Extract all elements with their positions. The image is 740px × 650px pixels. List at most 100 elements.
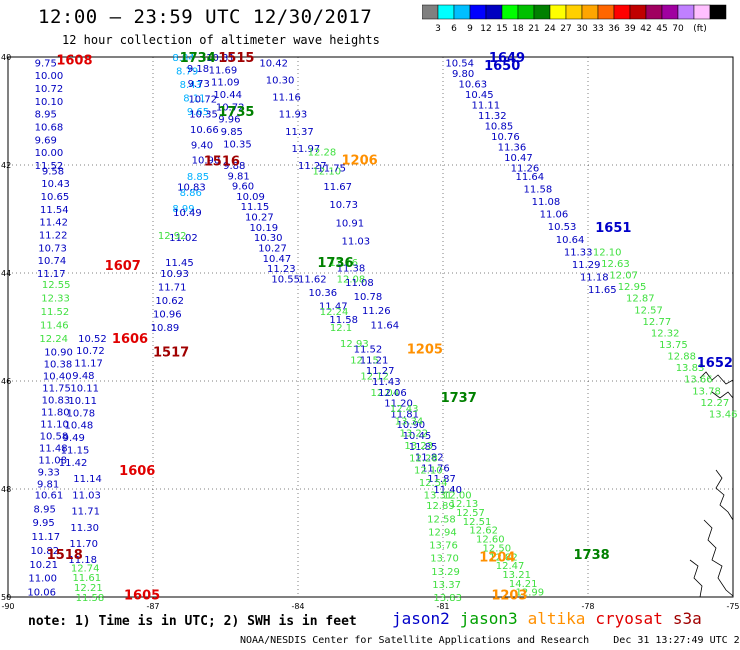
- colorbar-label: 33: [592, 24, 603, 34]
- wave-height-value: 10.89: [151, 323, 180, 334]
- wave-height-value: 10.53: [548, 222, 577, 233]
- wave-height-value: 10.42: [259, 58, 288, 69]
- wave-height-value: 12.10: [313, 166, 342, 177]
- wave-height-value: 13.46: [709, 409, 738, 420]
- wave-height-value: 12.47: [496, 561, 525, 572]
- wave-height-value: 12.10: [593, 247, 622, 258]
- wave-height-value: 11.71: [158, 283, 187, 294]
- wave-height-value: 12.21: [74, 583, 103, 594]
- wave-height-value: 10.74: [38, 256, 67, 267]
- wave-height-value: 11.85: [409, 442, 438, 453]
- wave-height-value: 11.06: [540, 210, 569, 221]
- wave-height-value: 11.58: [329, 315, 358, 326]
- pass-time-label: 1649: [489, 51, 525, 66]
- wave-height-value: 10.83: [177, 183, 206, 194]
- wave-height-value: 13.75: [659, 340, 688, 351]
- wave-height-value: 9.75: [35, 58, 57, 69]
- wave-height-value: 11.18: [580, 273, 609, 284]
- wave-height-value: 12.50: [483, 543, 512, 554]
- wave-height-value: 11.46: [40, 320, 69, 331]
- pass-time-label: 1608: [56, 54, 92, 69]
- map-title: 12:00 – 23:59 UTC 12/30/2017: [38, 6, 373, 28]
- wave-height-value: 11.02: [169, 233, 198, 244]
- wave-height-value: 10.30: [266, 76, 295, 87]
- wave-height-value: 10.76: [491, 132, 520, 143]
- wave-height-value: 12.28: [409, 453, 438, 464]
- wave-height-value: 11.30: [70, 523, 99, 534]
- wave-height-value: 13.29: [431, 567, 460, 578]
- wave-height-value: 10.68: [35, 123, 64, 134]
- wave-height-value: 12.51: [463, 517, 492, 528]
- wave-height-value: 9.58: [42, 166, 64, 177]
- wave-height-value: 11.76: [421, 463, 450, 474]
- wave-height-value: 11.87: [427, 474, 456, 485]
- wave-height-value: 10.93: [160, 269, 189, 280]
- colorbar-label: 27: [560, 24, 571, 34]
- map-subtitle: 12 hour collection of altimeter wave hei…: [62, 33, 380, 47]
- wave-height-value: 10.45: [403, 431, 432, 442]
- wave-height-value: 10.55: [271, 274, 300, 285]
- wave-height-value: 10.83: [42, 395, 71, 406]
- pass-time-label: 1204: [479, 551, 515, 566]
- wave-height-value: 10.00: [35, 148, 64, 159]
- wave-height-value: 10.78: [354, 292, 383, 303]
- wave-height-value: 11.08: [345, 278, 374, 289]
- colorbar-label: 18: [512, 24, 524, 34]
- wave-height-value: 11.62: [298, 274, 327, 285]
- wave-height-value: 10.73: [329, 200, 358, 211]
- wave-height-value: 10.36: [308, 288, 337, 299]
- colorbar-label: 39: [624, 24, 636, 34]
- colorbar-label: 6: [451, 24, 457, 34]
- wave-height-value: 12.88: [667, 352, 696, 363]
- wave-height-value: 12.08: [337, 274, 366, 285]
- wave-height-value: 11.81: [390, 409, 419, 420]
- wave-height-value: 10.30: [254, 233, 283, 244]
- lon-label: -78: [581, 602, 594, 611]
- wave-height-value: 10.38: [44, 359, 73, 370]
- wave-height-value: 12.24: [320, 307, 349, 318]
- pass-time-label: 1515: [218, 51, 254, 66]
- wave-height-value: 10.65: [41, 192, 70, 203]
- wave-height-value: 11.97: [292, 144, 321, 155]
- wave-height-value: 11.17: [74, 359, 103, 370]
- wave-height-value: 14.21: [509, 579, 538, 590]
- pass-time-label: 1203: [491, 588, 527, 603]
- wave-height-value: 10.72: [188, 94, 217, 105]
- wave-height-value: 9.49: [63, 433, 85, 444]
- wave-height-value: 13.34: [395, 416, 424, 427]
- pass-time-label: 1606: [119, 464, 155, 479]
- wave-height-value: 11.08: [38, 456, 67, 467]
- wave-height-value: 9.69: [35, 135, 57, 146]
- wave-height-value: 11.16: [272, 93, 301, 104]
- gridlines: [8, 57, 733, 597]
- wave-height-value: 11.23: [267, 264, 296, 275]
- wave-height-value: 12.43: [390, 404, 419, 415]
- wave-height-value: 9.60: [232, 182, 254, 193]
- wave-height-value: 10.73: [38, 243, 67, 254]
- wave-height-value: 13.76: [429, 541, 458, 552]
- pass-time-label: 1650: [484, 59, 520, 74]
- wave-height-value: 13.78: [692, 386, 721, 397]
- colorbar-label: 21: [528, 24, 539, 34]
- wave-height-value: 10.63: [458, 79, 487, 90]
- wave-height-value: 10.72: [35, 84, 64, 95]
- wave-height-value: 10.00: [35, 71, 64, 82]
- wave-height-value: 9.96: [218, 115, 240, 126]
- wave-height-value: 10.21: [29, 560, 58, 571]
- wave-height-value: 9.80: [452, 69, 474, 80]
- wave-height-value: 11.64: [516, 172, 545, 183]
- wave-height-value: 12.57: [456, 508, 485, 519]
- wave-height-value: 10.85: [485, 122, 514, 133]
- lat-label: 48: [1, 485, 11, 494]
- satellite-legend: jason2 jason3 altika cryosat s3a: [392, 609, 712, 628]
- wave-height-value: 11.80: [41, 407, 70, 418]
- pass-time-label: 1651: [595, 221, 631, 236]
- wave-height-value: 12.89: [426, 501, 455, 512]
- wave-height-value: 10.31: [206, 53, 235, 64]
- wave-height-value: 9.88: [223, 161, 245, 172]
- wave-height-value: 11.67: [323, 182, 352, 193]
- wave-height-value: 12.77: [643, 317, 672, 328]
- wave-height-value: 10.10: [35, 97, 64, 108]
- wave-height-value: 10.09: [236, 192, 265, 203]
- wave-height-value: 10.47: [263, 254, 292, 265]
